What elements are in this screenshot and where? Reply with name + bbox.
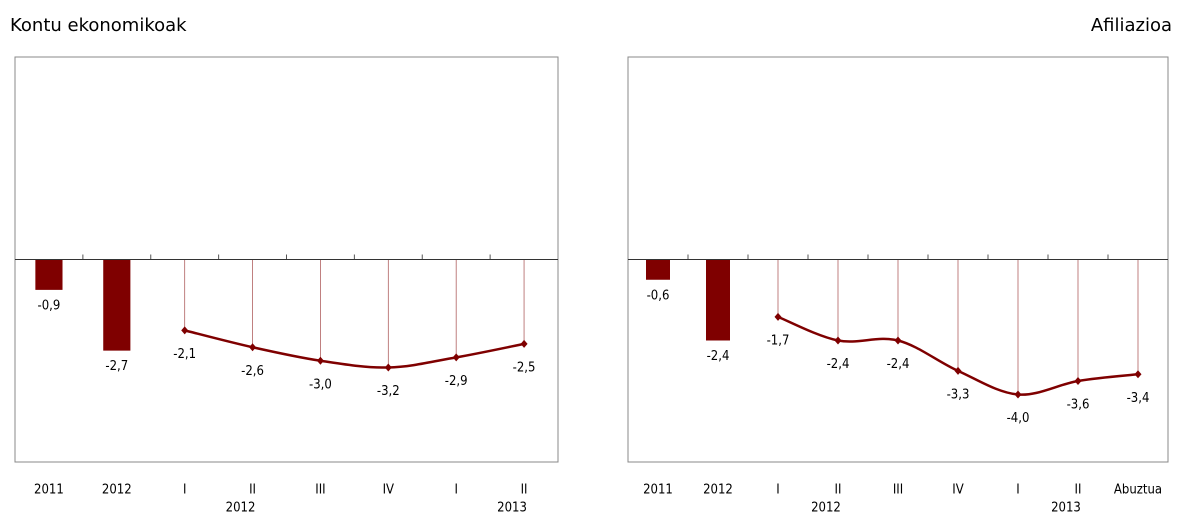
data-label: -4,0 [1007, 411, 1030, 426]
marker [1074, 377, 1082, 385]
data-label: -3,4 [1127, 391, 1150, 406]
marker [452, 353, 460, 362]
data-label: -2,7 [105, 359, 128, 374]
x-tick-label: III [315, 483, 325, 498]
bar [103, 259, 131, 351]
x-tick-label: 2011 [643, 483, 673, 498]
data-label: -3,2 [377, 384, 400, 399]
x-tick-label: I [776, 483, 779, 498]
marker [520, 339, 528, 348]
x-group-label: 2012 [811, 501, 841, 516]
data-label: -0,9 [38, 298, 61, 313]
x-tick-label: II [1075, 483, 1082, 498]
marker [181, 326, 189, 335]
x-tick-label: II [249, 483, 256, 498]
data-label: -3,6 [1067, 398, 1090, 413]
x-tick-label: I [1016, 483, 1019, 498]
bar [35, 259, 63, 290]
marker [954, 366, 962, 375]
x-group-label: 2013 [497, 501, 527, 516]
x-tick-label: IV [383, 483, 394, 498]
marker [1014, 390, 1022, 399]
marker [249, 343, 257, 352]
chart-title: Kontu ekonomikoak [10, 15, 187, 36]
x-tick-label: Abuztua [1114, 483, 1162, 498]
marker [894, 336, 902, 345]
bar [706, 259, 730, 341]
data-label: -0,6 [647, 288, 670, 303]
marker [1134, 370, 1142, 379]
data-label: -2,5 [513, 360, 536, 375]
x-tick-label: 2011 [34, 483, 64, 498]
data-label: -3,3 [947, 387, 970, 402]
x-group-label: 2012 [226, 501, 256, 516]
x-tick-label: I [454, 483, 457, 498]
data-label: -2,4 [707, 349, 730, 364]
marker [384, 363, 392, 372]
line [184, 329, 525, 369]
x-tick-label: II [521, 483, 528, 498]
data-label: -3,0 [309, 377, 332, 392]
data-label: -2,6 [241, 364, 264, 379]
x-tick-label: I [183, 483, 186, 498]
data-label: -2,4 [887, 357, 910, 372]
data-label: -2,9 [445, 374, 468, 389]
x-tick-label: 2012 [703, 483, 733, 498]
marker [774, 312, 782, 321]
x-tick-label: III [893, 483, 903, 498]
chart-title: Afiliazioa [1091, 15, 1172, 36]
data-label: -2,1 [173, 347, 196, 362]
x-tick-label: IV [952, 483, 963, 498]
x-tick-label: 2012 [102, 483, 132, 498]
marker [834, 336, 842, 345]
bar [646, 259, 670, 280]
data-label: -1,7 [767, 333, 790, 348]
marker [316, 356, 324, 365]
x-group-label: 2013 [1051, 501, 1081, 516]
x-tick-label: II [835, 483, 842, 498]
data-label: -2,4 [827, 357, 850, 372]
